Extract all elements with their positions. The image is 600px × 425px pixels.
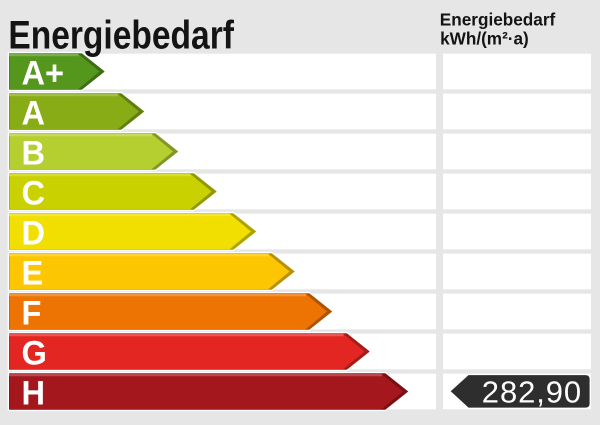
svg-text:Energiebedarf: Energiebedarf xyxy=(440,9,556,29)
svg-text:A: A xyxy=(22,95,46,133)
svg-text:D: D xyxy=(22,215,46,253)
svg-text:C: C xyxy=(22,175,46,213)
svg-text:B: B xyxy=(22,135,46,173)
svg-text:F: F xyxy=(22,295,42,333)
svg-text:A+: A+ xyxy=(22,55,65,93)
svg-text:H: H xyxy=(22,375,46,413)
svg-text:282,90: 282,90 xyxy=(482,374,582,409)
svg-text:G: G xyxy=(22,335,47,373)
svg-text:kWh/(m²·a): kWh/(m²·a) xyxy=(440,28,529,48)
svg-text:E: E xyxy=(22,255,44,293)
svg-text:Energiebedarf: Energiebedarf xyxy=(8,13,234,57)
